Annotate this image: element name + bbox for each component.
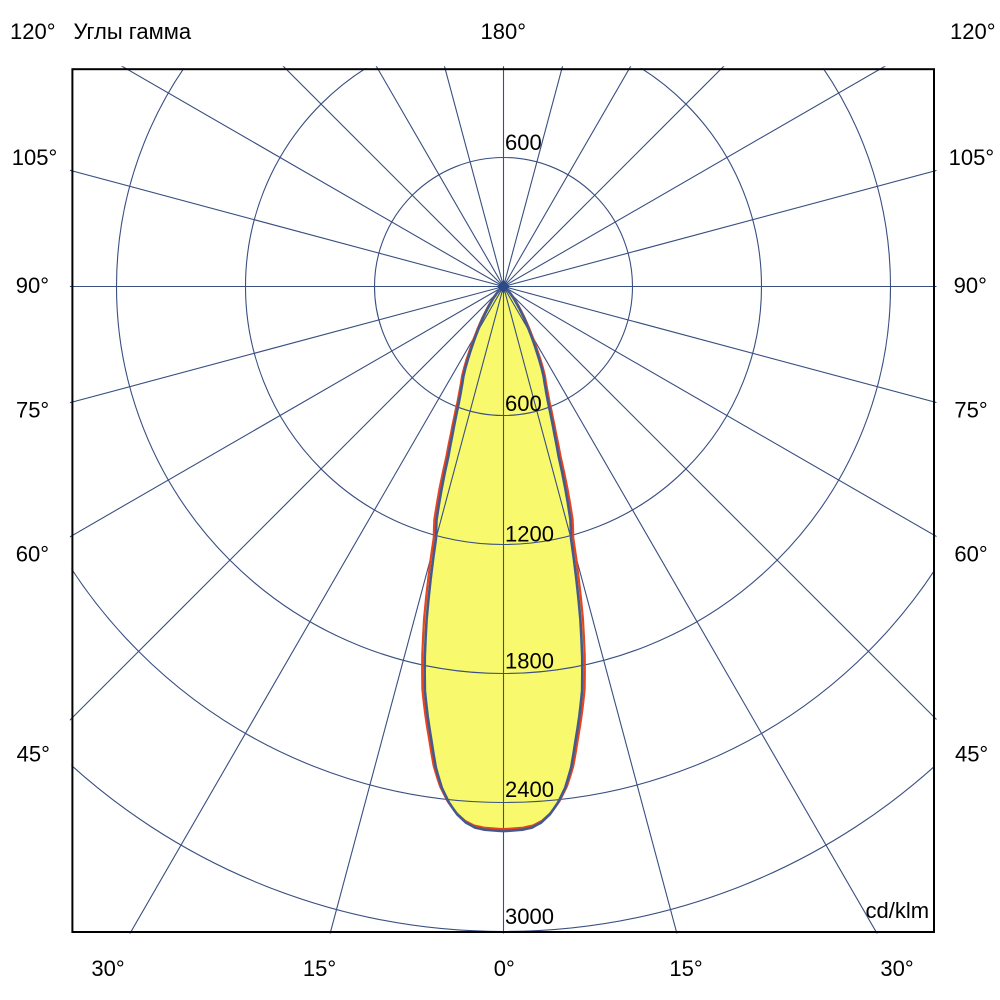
svg-text:75°: 75° (16, 398, 49, 423)
svg-text:15°: 15° (669, 956, 702, 981)
svg-text:15°: 15° (303, 956, 336, 981)
svg-text:120°: 120° (950, 19, 996, 44)
svg-text:0°: 0° (494, 956, 515, 981)
svg-text:90°: 90° (954, 273, 987, 298)
svg-text:45°: 45° (17, 742, 50, 767)
svg-text:60°: 60° (954, 542, 987, 567)
svg-text:600: 600 (505, 130, 542, 155)
svg-text:180°: 180° (481, 19, 527, 44)
svg-text:cd/klm: cd/klm (866, 898, 930, 923)
svg-text:30°: 30° (880, 956, 913, 981)
svg-text:3000: 3000 (505, 904, 554, 929)
svg-text:75°: 75° (954, 398, 987, 423)
svg-text:105°: 105° (949, 145, 995, 170)
svg-text:45°: 45° (955, 742, 988, 767)
svg-text:2400: 2400 (505, 777, 554, 802)
svg-text:120°: 120° (10, 19, 56, 44)
svg-text:1800: 1800 (505, 649, 554, 674)
svg-text:30°: 30° (91, 956, 124, 981)
svg-text:105°: 105° (12, 145, 58, 170)
svg-text:60°: 60° (16, 542, 49, 567)
svg-text:Углы гамма: Углы гамма (74, 19, 192, 44)
svg-text:90°: 90° (16, 273, 49, 298)
svg-text:1200: 1200 (505, 522, 554, 547)
svg-text:600: 600 (505, 391, 542, 416)
